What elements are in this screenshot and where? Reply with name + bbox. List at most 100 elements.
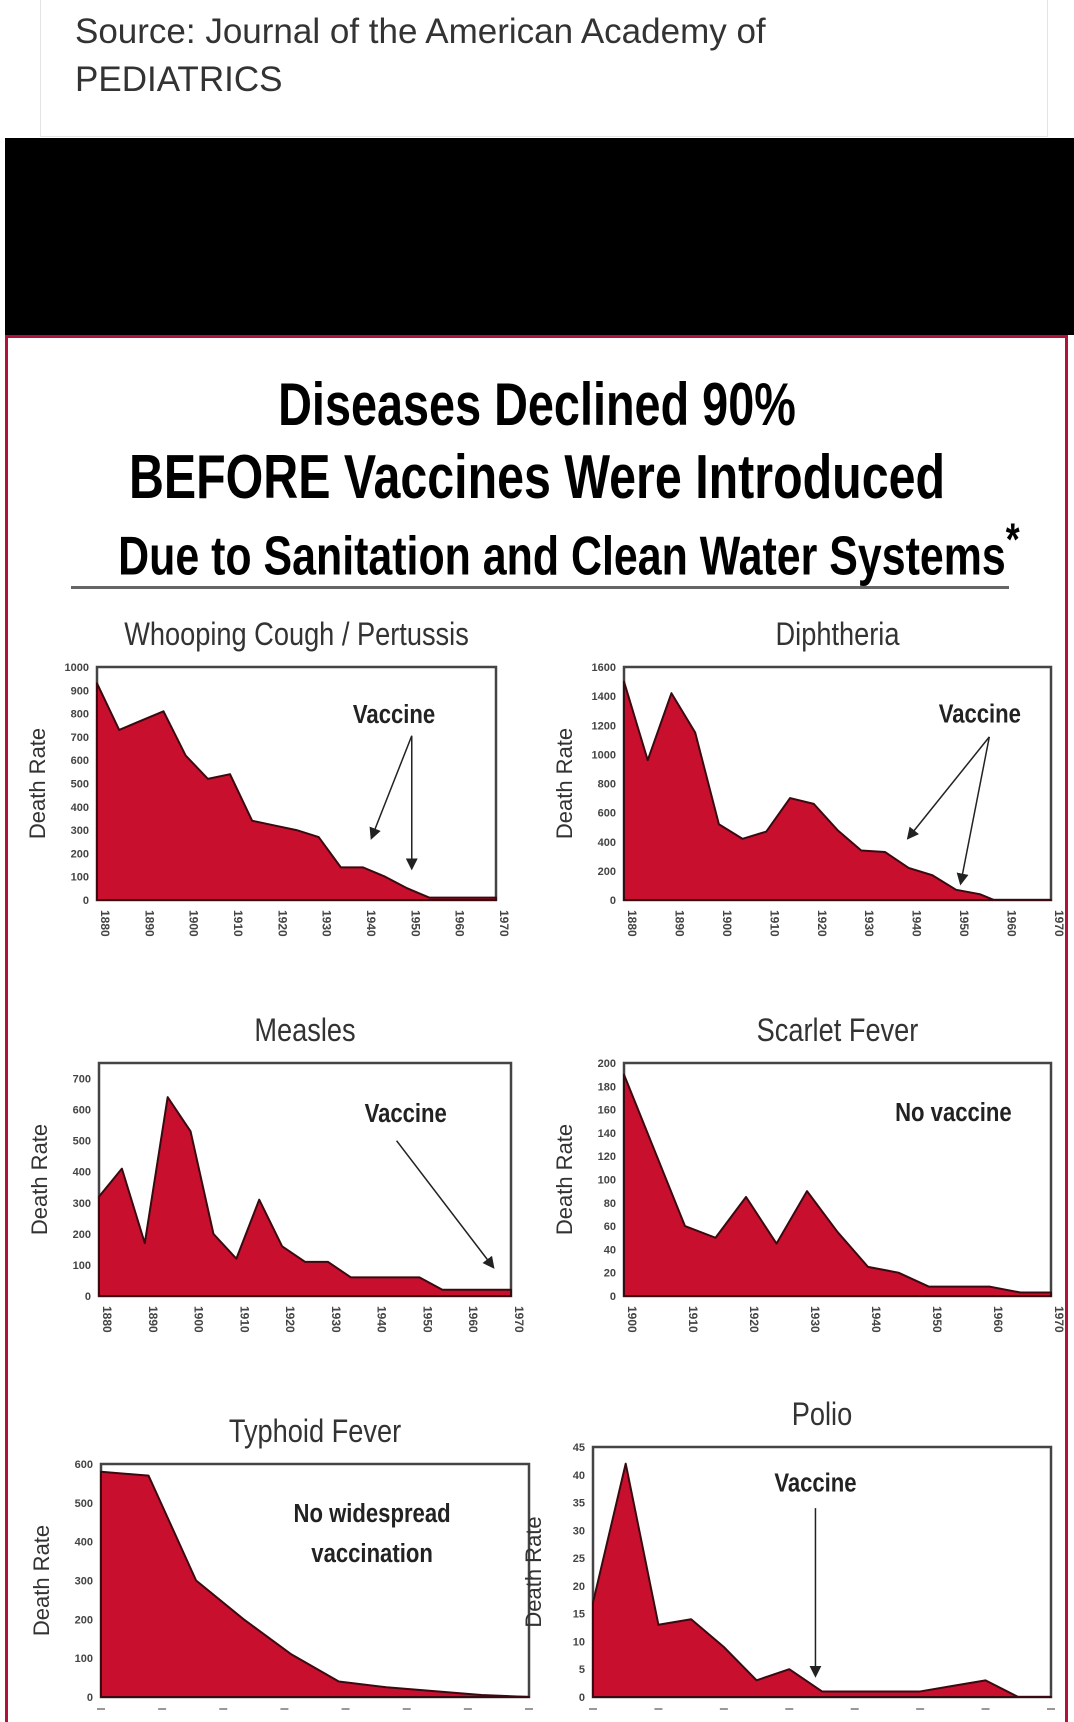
x-tick-label: 1910 bbox=[767, 910, 781, 937]
x-tick-label: 1970 bbox=[1052, 910, 1066, 937]
y-axis-label: Death Rate bbox=[25, 728, 50, 839]
x-tick-label: 1960 bbox=[466, 1306, 480, 1333]
y-tick-label: 700 bbox=[71, 732, 89, 744]
annotation-arrow bbox=[906, 736, 990, 840]
y-tick-label: 35 bbox=[573, 1498, 585, 1510]
y-tick-label: 40 bbox=[604, 1244, 616, 1256]
y-tick-label: 500 bbox=[75, 1498, 93, 1510]
y-tick-label: 25 bbox=[573, 1553, 585, 1565]
x-tick-label: 1950 bbox=[930, 1306, 944, 1333]
chart-title: Polio bbox=[792, 1397, 852, 1433]
x-tick-label: 1970 bbox=[1052, 1306, 1066, 1333]
y-tick-label: 30 bbox=[573, 1525, 585, 1537]
x-tick-label: 1950 bbox=[420, 1306, 434, 1333]
x-tick-label: 1920 bbox=[283, 1306, 297, 1333]
y-tick-label: 80 bbox=[604, 1198, 616, 1210]
headline-divider bbox=[71, 586, 1009, 589]
headline-line-2: BEFORE Vaccines Were Introduced bbox=[128, 443, 946, 512]
chart-title: Diphtheria bbox=[776, 617, 900, 653]
chart-title: Measles bbox=[254, 1013, 355, 1049]
annotation-arrow bbox=[956, 736, 991, 886]
annotation-label: vaccination bbox=[311, 1540, 433, 1569]
y-tick-label: 300 bbox=[73, 1198, 91, 1210]
annotation-label: Vaccine bbox=[365, 1099, 447, 1128]
x-tick-label: 1960 bbox=[1005, 910, 1019, 937]
chart-title: Typhoid Fever bbox=[229, 1414, 401, 1450]
y-tick-label: 0 bbox=[610, 1291, 616, 1303]
y-tick-label: 800 bbox=[71, 709, 89, 721]
x-tick-label: 1880 bbox=[100, 1306, 114, 1333]
source-line-1: Source: Journal of the American Academy … bbox=[75, 12, 766, 51]
chart-title: Scarlet Fever bbox=[757, 1013, 919, 1049]
y-tick-label: 0 bbox=[579, 1692, 585, 1704]
area-series bbox=[98, 1096, 512, 1297]
y-axis-label: Death Rate bbox=[552, 728, 577, 839]
x-tick-label: 1920 bbox=[275, 910, 289, 937]
y-tick-label: 800 bbox=[598, 779, 616, 791]
x-tick-label: 1880 bbox=[98, 910, 112, 937]
x-tick-label: 1970 bbox=[497, 910, 511, 937]
y-tick-label: 900 bbox=[71, 685, 89, 697]
annotation-label: No widespread bbox=[294, 1500, 451, 1529]
y-tick-label: 400 bbox=[75, 1537, 93, 1549]
y-tick-label: 140 bbox=[598, 1128, 616, 1140]
headline-line-3: Due to Sanitation and Clean Water System… bbox=[118, 514, 1019, 587]
y-tick-label: 1200 bbox=[592, 720, 616, 732]
x-tick-label: 1910 bbox=[686, 1306, 700, 1333]
y-tick-label: 45 bbox=[573, 1442, 585, 1454]
chart-diphtheria: Diphtheria 0 200 400 600 800 1000 1200 1400 1600 D… bbox=[552, 617, 1066, 937]
x-tick-label: 1920 bbox=[747, 1306, 761, 1333]
x-tick-label: 1930 bbox=[329, 1306, 343, 1333]
x-tick-label: 1900 bbox=[625, 1306, 639, 1333]
asterisk: * bbox=[1005, 514, 1020, 565]
y-tick-label: 20 bbox=[604, 1268, 616, 1280]
x-tick-label: 1950 bbox=[408, 910, 422, 937]
x-tick-label: 1910 bbox=[231, 910, 245, 937]
annotation-label: No vaccine bbox=[895, 1099, 1012, 1128]
y-tick-label: 10 bbox=[573, 1636, 585, 1648]
y-tick-label: 600 bbox=[73, 1105, 91, 1117]
y-tick-label: 120 bbox=[598, 1151, 616, 1163]
area-series bbox=[623, 1073, 1052, 1297]
y-tick-label: 400 bbox=[71, 802, 89, 814]
x-tick-label: 1900 bbox=[720, 910, 734, 937]
y-tick-label: 200 bbox=[71, 848, 89, 860]
source-line-2: PEDIATRICS bbox=[75, 60, 283, 99]
y-tick-label: 1000 bbox=[65, 662, 89, 674]
y-tick-label: 600 bbox=[71, 755, 89, 767]
chart-measles: Measles 0 100 200 300 400 500 600 700 Death Rate 1… bbox=[27, 1013, 526, 1333]
x-tick-label: 1900 bbox=[187, 910, 201, 937]
y-tick-label: 300 bbox=[75, 1576, 93, 1588]
headline-line-1: Diseases Declined 90% bbox=[278, 371, 796, 438]
y-tick-label: 200 bbox=[598, 1058, 616, 1070]
chart-title: Whooping Cough / Pertussis bbox=[124, 617, 469, 653]
x-tick-label: 1930 bbox=[808, 1306, 822, 1333]
y-tick-label: 1000 bbox=[592, 749, 616, 761]
annotation-label: Vaccine bbox=[939, 700, 1021, 729]
x-tick-label: 1890 bbox=[146, 1306, 160, 1333]
y-tick-label: 400 bbox=[598, 837, 616, 849]
x-tick-label: 1920 bbox=[815, 910, 829, 937]
annotation-arrow bbox=[395, 1140, 495, 1269]
y-tick-label: 1600 bbox=[592, 662, 616, 674]
y-tick-label: 600 bbox=[598, 808, 616, 820]
y-tick-label: 100 bbox=[598, 1175, 616, 1187]
x-tick-label: 1940 bbox=[869, 1306, 883, 1333]
y-axis-label: Death Rate bbox=[27, 1124, 52, 1235]
redaction-bar bbox=[5, 138, 1074, 335]
y-tick-label: 500 bbox=[71, 779, 89, 791]
y-tick-label: 160 bbox=[598, 1105, 616, 1117]
y-tick-label: 600 bbox=[75, 1459, 93, 1471]
annotation-label: Vaccine bbox=[353, 700, 435, 729]
source-card: Source: Journal of the American Academy … bbox=[40, 0, 1048, 137]
y-tick-label: 0 bbox=[610, 895, 616, 907]
area-series bbox=[100, 1470, 530, 1698]
x-tick-label: 1890 bbox=[672, 910, 686, 937]
y-tick-label: 200 bbox=[73, 1229, 91, 1241]
y-tick-label: 60 bbox=[604, 1221, 616, 1233]
chart-whooping-cough-pertussis: Whooping Cough / Pertussis 0 100 200 300 400 5… bbox=[25, 617, 511, 937]
y-tick-label: 700 bbox=[73, 1074, 91, 1086]
y-tick-label: 300 bbox=[71, 825, 89, 837]
x-tick-label: 1900 bbox=[192, 1306, 206, 1333]
x-tick-label: 1940 bbox=[910, 910, 924, 937]
